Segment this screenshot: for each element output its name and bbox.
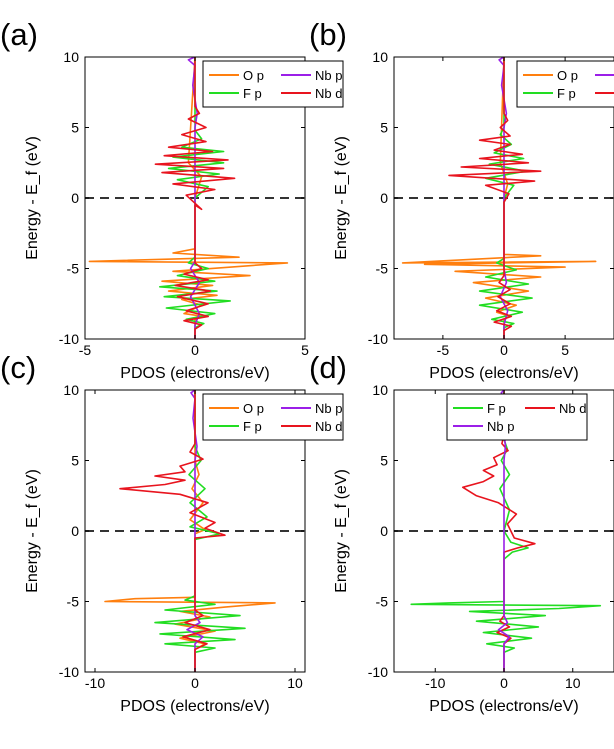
legend-box	[446, 393, 588, 441]
legend-entry: Nb d	[315, 419, 342, 434]
legend-box	[516, 60, 614, 108]
legend-entry: O p	[243, 401, 264, 416]
panel-c: (c) -10 0 10 -10 -5 0 5 10 PDOS (electrons/eV) Ene…	[0, 350, 344, 715]
series-line-nb-p	[498, 57, 509, 339]
legend-entry: F p	[487, 401, 506, 416]
x-axis-label: PDOS (electrons/eV)	[120, 698, 269, 715]
series-line-nb-d	[154, 57, 236, 339]
x-tick-label: 0	[191, 342, 199, 358]
legend-entry: F p	[243, 86, 262, 101]
x-tick-label: 0	[500, 675, 508, 691]
x-tick-label: -10	[85, 675, 105, 691]
y-tick-label: 10	[372, 382, 388, 398]
y-tick-label: -10	[368, 664, 388, 680]
legend: O p Nb p F p Nb d	[202, 60, 344, 108]
legend-box	[202, 393, 344, 441]
y-tick-label: -10	[59, 331, 79, 347]
series-line-f-p	[410, 390, 602, 672]
y-tick-label: 0	[380, 523, 388, 539]
x-tick-label: 5	[561, 342, 569, 358]
legend-entry: Nb d	[315, 86, 342, 101]
y-tick-label: 5	[380, 120, 388, 136]
panel-label: (b)	[309, 17, 347, 52]
x-tick-label: 10	[565, 675, 581, 691]
legend-entry: Nb p	[487, 419, 514, 434]
legend-entry: F p	[243, 419, 262, 434]
series-line-nb-d	[448, 57, 542, 339]
legend-entry: Nb d	[559, 401, 586, 416]
y-tick-label: 5	[71, 453, 79, 469]
legend: O pNb pF pNb d	[516, 60, 614, 108]
y-tick-label: 5	[71, 120, 79, 136]
y-axis-label: Energy - E_f (eV)	[333, 136, 350, 260]
legend: O p Nb p F p Nb d	[202, 393, 344, 441]
series-group	[401, 57, 597, 339]
x-tick-label: 0	[191, 675, 199, 691]
y-tick-label: -5	[67, 261, 80, 277]
x-axis-label: PDOS (electrons/eV)	[429, 698, 578, 715]
y-tick-label: -5	[376, 594, 389, 610]
legend-entry: O p	[243, 68, 264, 83]
panel-b: (b) -5 0 5 -10 -5 0 5 10 PDOS (electrons/eV) Energ…	[309, 17, 614, 382]
y-tick-label: -5	[67, 594, 80, 610]
y-tick-label: -5	[376, 261, 389, 277]
x-axis-label: PDOS (electrons/eV)	[429, 365, 578, 382]
panel-label: (c)	[0, 350, 36, 385]
y-tick-label: 0	[71, 190, 79, 206]
series-line-f-p	[478, 57, 533, 339]
y-axis-label: Energy - E_f (eV)	[24, 469, 41, 593]
series-line-f-p	[154, 390, 246, 672]
legend-entry: F p	[557, 86, 576, 101]
y-tick-label: 10	[63, 49, 79, 65]
x-tick-label: 10	[287, 675, 303, 691]
x-tick-label: -10	[425, 675, 445, 691]
y-tick-label: -10	[59, 664, 79, 680]
legend-entry: Nb p	[315, 68, 342, 83]
series-line-nb-d	[462, 390, 536, 672]
y-tick-label: 10	[63, 382, 79, 398]
x-tick-label: 0	[500, 342, 508, 358]
y-tick-label: 0	[380, 190, 388, 206]
legend: F p Nb d Nb p	[446, 393, 588, 441]
legend-box	[202, 60, 344, 108]
y-axis-label: Energy - E_f (eV)	[333, 469, 350, 593]
y-tick-label: 10	[372, 49, 388, 65]
y-tick-label: 0	[71, 523, 79, 539]
x-tick-label: -5	[79, 342, 92, 358]
x-tick-label: -5	[437, 342, 450, 358]
series-line-nb-d	[119, 390, 226, 672]
series-group	[104, 390, 276, 672]
panel-label: (d)	[309, 350, 347, 385]
y-tick-label: 5	[380, 453, 388, 469]
panel-d: (d) -10 0 10 -10 -5 0 5 10 PDOS (electrons/eV) Ene…	[309, 350, 614, 715]
series-group	[88, 57, 289, 339]
y-axis-label: Energy - E_f (eV)	[24, 136, 41, 260]
legend-entry: O p	[557, 68, 578, 83]
x-axis-label: PDOS (electrons/eV)	[120, 365, 269, 382]
panel-label: (a)	[0, 17, 38, 52]
legend-entry: Nb p	[315, 401, 342, 416]
x-tick-label: 5	[301, 342, 309, 358]
y-tick-label: -10	[368, 331, 388, 347]
